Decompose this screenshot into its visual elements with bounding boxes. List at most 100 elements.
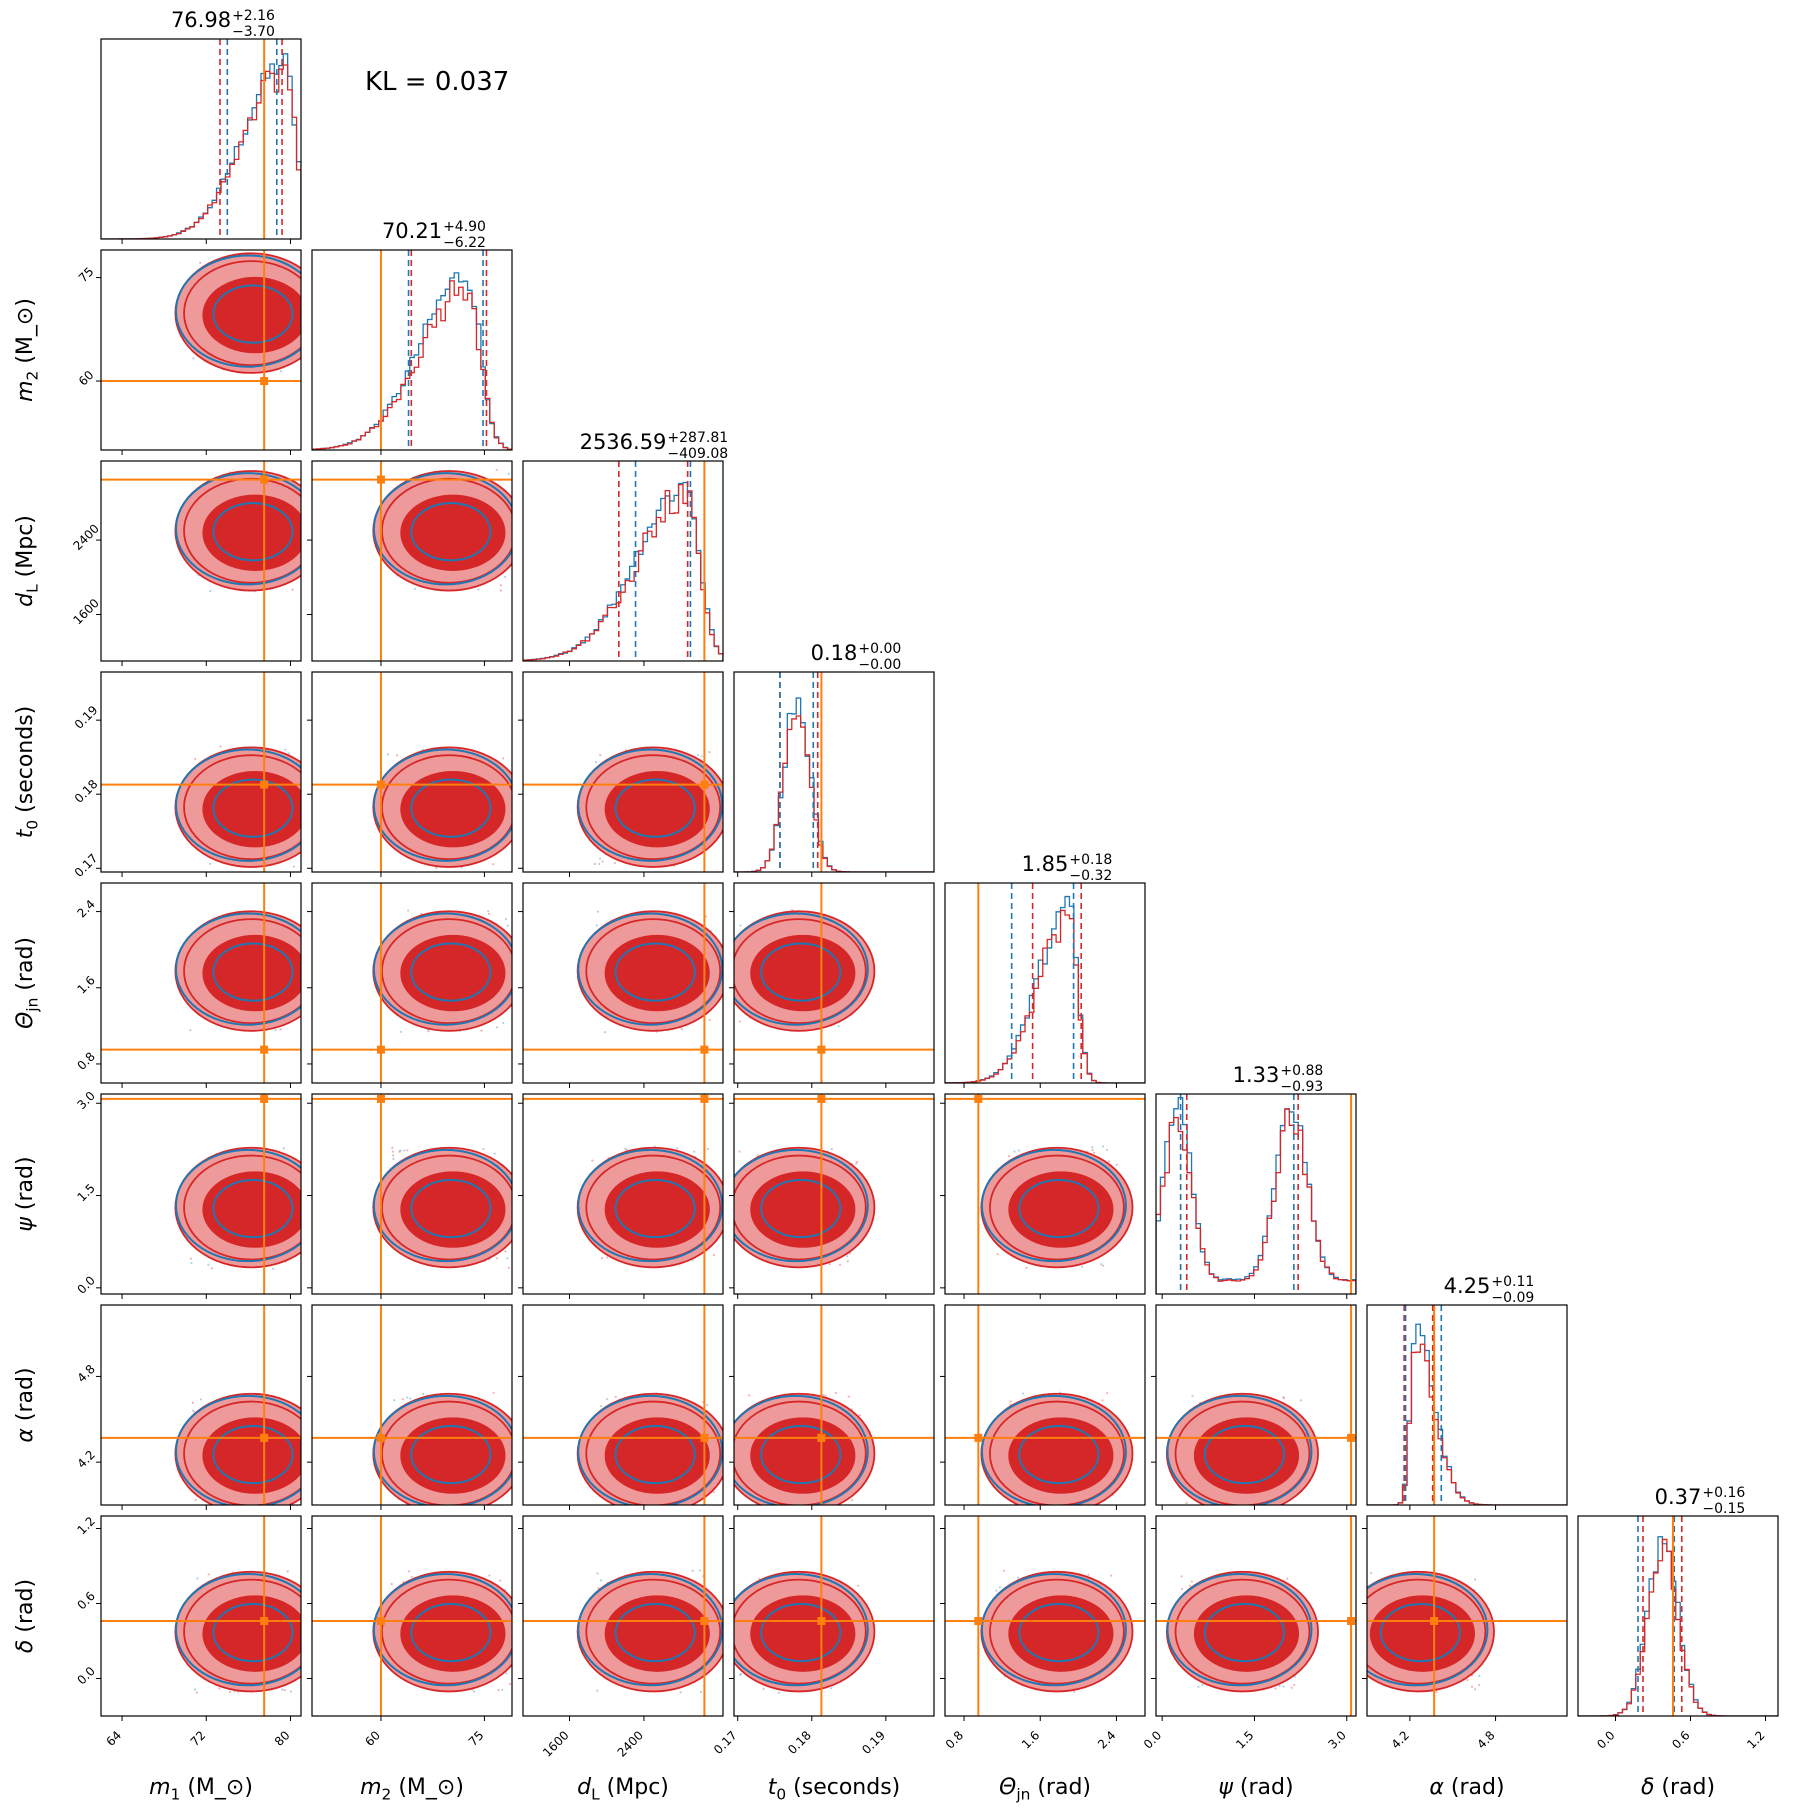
sample-point xyxy=(599,1579,603,1582)
sample-point xyxy=(1473,1688,1477,1691)
hist-samples_a xyxy=(1156,1108,1356,1294)
sample-point xyxy=(461,1513,463,1515)
panel-frame xyxy=(100,1515,302,1717)
sample-point xyxy=(499,1579,502,1582)
contour-line-b-inner xyxy=(760,942,842,1002)
sample-point xyxy=(309,991,311,993)
contour-fill-inner xyxy=(1193,1595,1300,1672)
hist-panel-1: 70.21 +4.90−6.22 xyxy=(311,219,513,455)
sample-point xyxy=(1357,1573,1359,1575)
sample-point xyxy=(505,1672,508,1675)
y-axis-label: Θjn (rad) xyxy=(13,937,42,1029)
contour-line-a xyxy=(585,754,722,861)
contour-line-b-outer xyxy=(372,1394,512,1505)
x-tick-label: 75 xyxy=(466,1728,487,1749)
x-tick-label: 1.2 xyxy=(1744,1728,1767,1751)
sample-point xyxy=(1282,1685,1285,1688)
sample-point xyxy=(1017,1149,1020,1152)
hist-panel-6: 4.25 +0.11−0.09 xyxy=(1366,1274,1568,1510)
contour-line-a xyxy=(1174,1400,1311,1505)
sample-point xyxy=(304,942,306,944)
hist-title: 0.37 xyxy=(1655,1485,1702,1509)
sample-point xyxy=(281,1688,284,1691)
truth-marker xyxy=(974,1617,983,1625)
y-tick-label: 4.2 xyxy=(74,1448,97,1471)
sample-point xyxy=(1197,1685,1200,1688)
contour-line-b-outer xyxy=(980,1394,1127,1505)
y-tick-label: 1.6 xyxy=(74,973,97,996)
sample-point xyxy=(1180,1575,1183,1578)
panel-frame xyxy=(733,1093,935,1295)
sample-point xyxy=(1079,1507,1081,1509)
sample-point xyxy=(599,857,602,860)
contour-panel-6-2 xyxy=(518,1304,724,1510)
sample-point xyxy=(855,1162,858,1165)
sample-point xyxy=(309,1472,311,1474)
sample-point xyxy=(1115,1163,1119,1166)
truth-marker xyxy=(376,1617,385,1625)
sample-point xyxy=(1087,1573,1090,1576)
contour-line-b-inner xyxy=(614,1178,696,1239)
panel-frame xyxy=(522,882,724,1084)
sample-point xyxy=(309,1030,311,1032)
sample-point xyxy=(1016,1576,1020,1579)
panel-frame xyxy=(1155,1093,1357,1295)
sample-point xyxy=(1361,1661,1363,1663)
sample-point xyxy=(601,860,604,863)
hist-samples_a xyxy=(1578,1538,1778,1716)
contour-line-a xyxy=(585,1578,722,1685)
sample-point xyxy=(305,1182,307,1184)
sample-point xyxy=(219,745,222,748)
y-tick-label: 2400 xyxy=(70,521,101,552)
sample-point xyxy=(305,1590,307,1592)
y-tick-label: 0.6 xyxy=(74,1589,97,1612)
contour-line-a xyxy=(585,1400,722,1505)
contour-line-b-outer xyxy=(734,1394,869,1505)
hist-title-minus: −6.22 xyxy=(443,235,486,251)
sample-point xyxy=(487,910,490,913)
contour-line-a xyxy=(183,918,301,1024)
sample-point xyxy=(409,1397,412,1400)
sample-point xyxy=(605,1398,608,1401)
x-tick-label: 2400 xyxy=(615,1728,646,1759)
panel-frame xyxy=(311,249,513,451)
contour-line-b-inner xyxy=(410,1424,492,1485)
truth-marker xyxy=(260,1094,269,1103)
contour-line-b-outer xyxy=(175,254,301,368)
hist-title-minus: −0.93 xyxy=(1280,1079,1323,1095)
truth-marker xyxy=(260,1045,269,1054)
sample-point xyxy=(1466,1678,1469,1682)
contour-panel-7-5: 0.0 1.5 3.0 xyxy=(1141,1515,1357,1752)
sample-point xyxy=(406,1396,409,1399)
sample-point xyxy=(507,472,510,475)
sample-point xyxy=(305,1211,307,1213)
contour-line-b-inner xyxy=(212,778,294,838)
sample-point xyxy=(421,1392,425,1395)
sample-point xyxy=(209,590,212,593)
contour-line-b-inner xyxy=(614,778,696,838)
contour-panel-6-5 xyxy=(1151,1304,1357,1510)
contour-panel-5-1 xyxy=(307,1093,513,1299)
panel-frame xyxy=(311,882,513,1084)
sample-point xyxy=(195,1691,198,1694)
sample-point xyxy=(306,576,308,578)
sample-point xyxy=(624,1148,627,1151)
contour-line-a xyxy=(183,1154,301,1261)
truth-marker xyxy=(700,1433,709,1442)
sample-point xyxy=(777,1691,781,1694)
contour-line-a xyxy=(1367,1578,1487,1685)
sample-point xyxy=(1286,1577,1289,1580)
contour-line-b-outer xyxy=(577,1394,723,1505)
sample-point xyxy=(1106,1391,1109,1395)
hist-samples_b xyxy=(1367,1323,1567,1505)
hist-samples_b xyxy=(312,272,512,450)
contour-line-b-inner xyxy=(1203,1424,1286,1485)
sample-point xyxy=(593,862,596,866)
sample-point xyxy=(305,285,307,287)
contour-fill-inner xyxy=(202,771,301,848)
sample-point xyxy=(998,1586,1001,1589)
truth-marker xyxy=(376,1094,385,1103)
y-tick-label: 4.8 xyxy=(74,1362,97,1385)
x-axis-label: α (rad) xyxy=(1429,1775,1504,1800)
sample-point xyxy=(208,862,212,865)
